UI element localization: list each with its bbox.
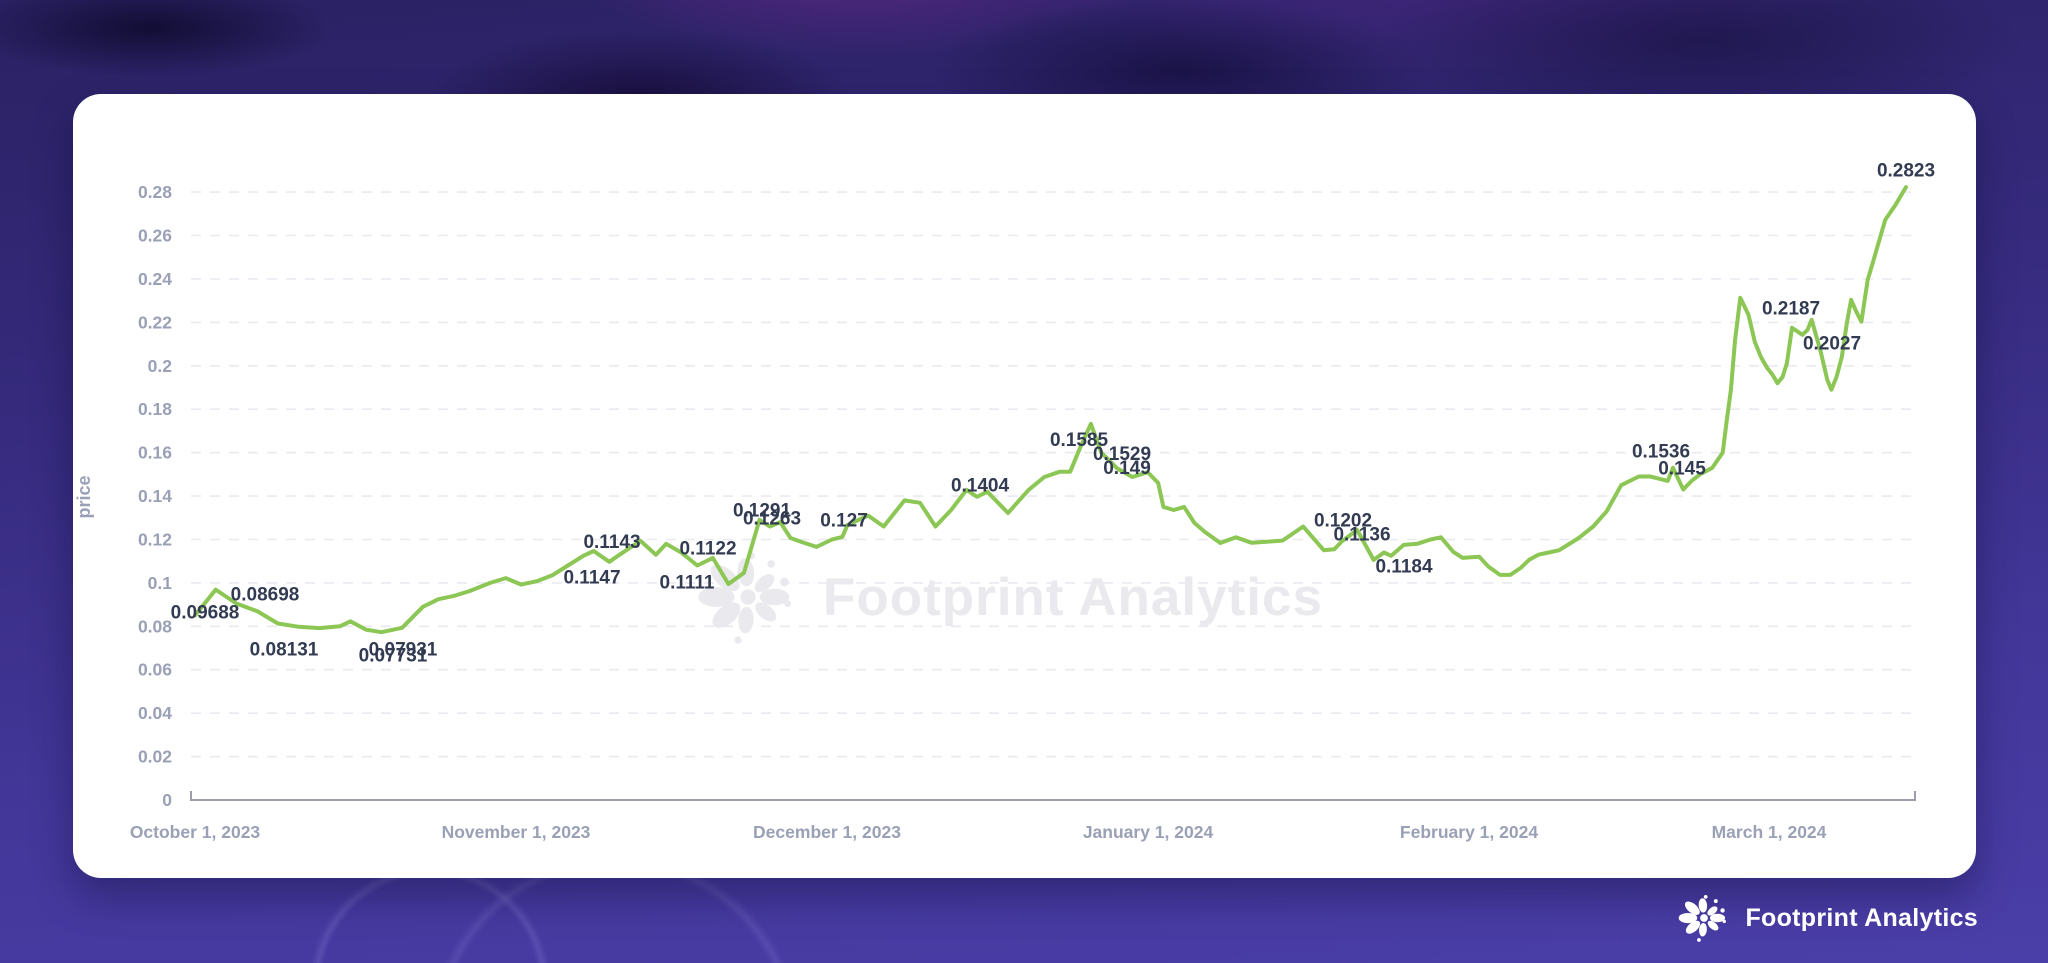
x-tick-label: March 1, 2024 (1712, 822, 1827, 842)
point-label: 0.149 (1103, 458, 1151, 479)
y-tick-label: 0.18 (138, 399, 172, 419)
x-tick-label: December 1, 2023 (753, 822, 901, 842)
point-label: 0.1122 (679, 538, 736, 559)
point-label: 0.1263 (743, 508, 801, 529)
y-tick-label: 0.24 (138, 269, 172, 289)
y-tick-label: 0.14 (138, 486, 172, 506)
x-tick-label: November 1, 2023 (442, 822, 591, 842)
y-tick-label: 0.16 (138, 443, 172, 463)
point-label: 0.1143 (583, 532, 640, 553)
footprint-logo-icon (1677, 890, 1731, 946)
y-tick-label: 0.26 (138, 226, 172, 246)
point-label: 0.1585 (1050, 430, 1109, 451)
x-tick-label: February 1, 2024 (1400, 822, 1538, 842)
point-label: 0.2823 (1877, 160, 1935, 181)
point-label: 0.1404 (951, 476, 1010, 497)
footer-brand-text: Footprint Analytics (1745, 903, 1978, 932)
point-label: 0.2187 (1762, 298, 1820, 319)
y-tick-label: 0.22 (138, 312, 172, 332)
point-label: 0.09688 (171, 603, 240, 624)
point-label: 0.1136 (1333, 525, 1390, 546)
point-label: 0.07931 (369, 639, 438, 660)
y-tick-label: 0.28 (138, 182, 172, 202)
y-tick-label: 0.08 (138, 616, 172, 636)
price-line (193, 185, 1908, 635)
point-label: 0.1147 (563, 567, 620, 588)
point-label: 0.1202 (1314, 510, 1372, 531)
point-label: 0.1291 (733, 501, 792, 522)
point-label: 0.1536 (1632, 441, 1690, 462)
point-label: 0.1111 (660, 572, 715, 593)
point-label: 0.08131 (250, 640, 319, 661)
y-tick-label: 0.02 (138, 747, 172, 767)
y-tick-label: 0 (162, 790, 172, 810)
y-tick-label: 0.2 (148, 356, 173, 376)
x-axis-line (190, 791, 1916, 801)
x-tick-label: October 1, 2023 (130, 822, 261, 842)
point-label: 0.07731 (359, 646, 428, 667)
point-label: 0.08698 (231, 585, 300, 606)
point-label: 0.1184 (1375, 557, 1432, 578)
y-tick-label: 0.12 (138, 530, 172, 550)
point-label: 0.127 (820, 510, 868, 531)
y-tick-label: 0.1 (148, 573, 173, 593)
y-tick-label: 0.04 (138, 703, 172, 723)
x-tick-label: January 1, 2024 (1083, 822, 1214, 842)
footer-brand: Footprint Analytics (1677, 890, 1978, 946)
point-label: 0.2027 (1803, 334, 1861, 355)
point-label: 0.1529 (1093, 444, 1151, 465)
y-axis-title: price (74, 475, 94, 518)
y-tick-label: 0.06 (138, 660, 172, 680)
point-label: 0.145 (1658, 458, 1706, 479)
